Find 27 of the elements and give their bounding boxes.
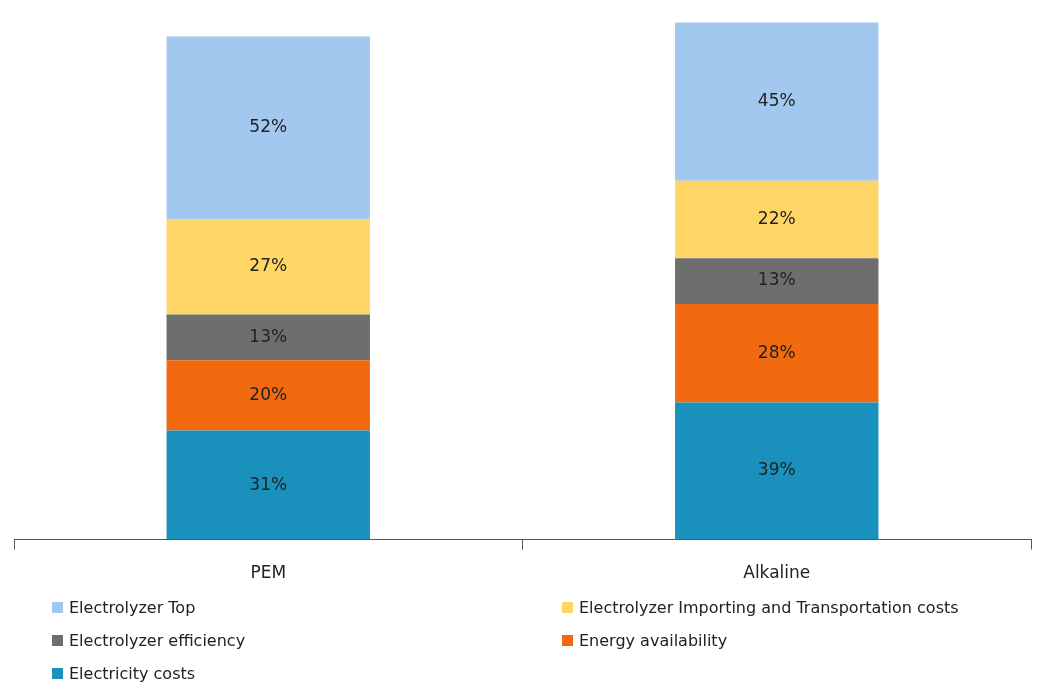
bar	[166, 219, 370, 315]
x-tick-label: PEM	[250, 562, 287, 583]
data-label: 22%	[757, 207, 796, 228]
legend-label: Energy availability	[579, 631, 728, 650]
data-label: 13%	[249, 325, 288, 346]
data-label: 28%	[757, 341, 796, 362]
legend-label: Electricity costs	[69, 664, 196, 683]
bar	[166, 36, 370, 220]
bar	[675, 22, 879, 181]
bar	[675, 258, 879, 304]
legend-label: Electrolyzer Importing and Transportation costs	[579, 598, 959, 617]
bar	[675, 180, 879, 259]
data-label: 20%	[249, 383, 288, 404]
bar	[675, 303, 879, 403]
legend-label: Electrolyzer Top	[69, 598, 196, 617]
data-label: 31%	[249, 473, 288, 494]
legend-label: Electrolyzer efficiency	[69, 631, 246, 650]
bar	[166, 360, 370, 431]
bar	[675, 402, 879, 540]
data-label: 52%	[249, 116, 288, 137]
data-label: 45%	[757, 90, 796, 111]
x-tick-label: Alkaline	[743, 562, 811, 583]
bar	[166, 314, 370, 361]
data-label: 27%	[249, 255, 288, 276]
data-label: 39%	[757, 459, 796, 480]
data-label: 13%	[757, 269, 796, 290]
bar	[166, 430, 370, 540]
